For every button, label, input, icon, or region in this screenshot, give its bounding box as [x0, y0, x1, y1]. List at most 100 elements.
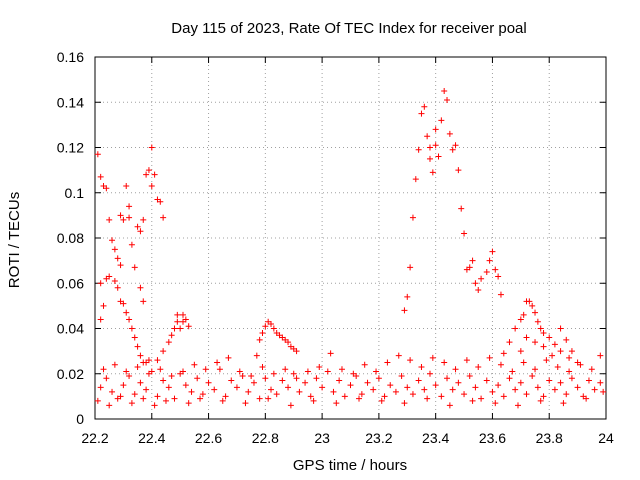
data-point [500, 350, 507, 357]
data-point [577, 361, 584, 368]
data-point [591, 386, 598, 393]
data-point [151, 171, 158, 178]
data-point [171, 325, 178, 332]
data-point [421, 103, 428, 110]
data-point [327, 350, 334, 357]
x-tick-label: 23.4 [422, 430, 449, 446]
data-point [304, 368, 311, 375]
data-point [202, 366, 209, 373]
data-point [495, 382, 502, 389]
data-point [387, 382, 394, 389]
data-point [540, 330, 547, 337]
data-point [449, 386, 456, 393]
data-point [103, 375, 110, 382]
data-point [455, 379, 462, 386]
data-point [168, 373, 175, 380]
data-point [145, 357, 152, 364]
data-points [94, 87, 607, 409]
data-point [364, 379, 371, 386]
data-point [404, 384, 411, 391]
data-point [100, 366, 107, 373]
data-point [426, 370, 433, 377]
data-point [120, 382, 127, 389]
data-point [285, 384, 292, 391]
data-point [378, 397, 385, 404]
data-point [131, 264, 138, 271]
data-point [597, 379, 604, 386]
data-point [523, 391, 530, 398]
data-point [532, 309, 539, 316]
data-point [557, 325, 564, 332]
data-point [560, 400, 567, 407]
data-point [123, 182, 130, 189]
data-point [106, 273, 113, 280]
data-point [452, 142, 459, 149]
data-point [358, 391, 365, 398]
data-point [248, 373, 255, 380]
data-point [517, 348, 524, 355]
data-point [568, 375, 575, 382]
data-point [532, 339, 539, 346]
data-point [350, 370, 357, 377]
y-tick-label: 0.04 [57, 321, 84, 337]
data-point [517, 316, 524, 323]
data-point [455, 167, 462, 174]
data-point [492, 266, 499, 273]
data-point [356, 395, 363, 402]
data-point [381, 393, 388, 400]
data-point [134, 223, 141, 230]
data-point [415, 377, 422, 384]
data-point [426, 144, 433, 151]
data-point [407, 264, 414, 271]
data-point [546, 377, 553, 384]
data-point [583, 395, 590, 402]
data-point [319, 384, 326, 391]
data-point [191, 361, 198, 368]
data-point [336, 377, 343, 384]
data-point [137, 228, 144, 235]
data-point [165, 384, 172, 391]
data-point [177, 325, 184, 332]
data-point [466, 373, 473, 380]
data-point [123, 309, 130, 316]
data-point [432, 126, 439, 133]
chart-title: Day 115 of 2023, Rate Of TEC Index for r… [171, 20, 526, 37]
data-point [111, 277, 118, 284]
data-point [310, 397, 317, 404]
y-axis-label: ROTI / TECUs [6, 192, 23, 288]
data-point [461, 230, 468, 237]
data-point [398, 373, 405, 380]
data-point [131, 391, 138, 398]
data-point [180, 311, 187, 318]
data-point [514, 402, 521, 409]
data-point [489, 248, 496, 255]
data-point [409, 214, 416, 221]
data-point [338, 366, 345, 373]
data-point [100, 302, 107, 309]
data-point [160, 377, 167, 384]
data-point [483, 268, 490, 275]
data-point [143, 386, 150, 393]
data-point [114, 284, 121, 291]
data-point [273, 391, 280, 398]
data-point [126, 316, 133, 323]
data-point [120, 216, 127, 223]
data-point [537, 397, 544, 404]
data-point [134, 343, 141, 350]
data-point [148, 182, 155, 189]
data-point [373, 368, 380, 375]
data-point [185, 400, 192, 407]
data-point [279, 377, 286, 384]
data-point [145, 167, 152, 174]
data-point [168, 332, 175, 339]
data-point [478, 395, 485, 402]
data-point [259, 363, 266, 370]
data-point [245, 388, 252, 395]
data-point [472, 280, 479, 287]
data-point [270, 370, 277, 377]
data-point [197, 395, 204, 402]
data-point [495, 273, 502, 280]
data-point [478, 275, 485, 282]
y-tick-label: 0.02 [57, 366, 84, 382]
data-point [131, 334, 138, 341]
